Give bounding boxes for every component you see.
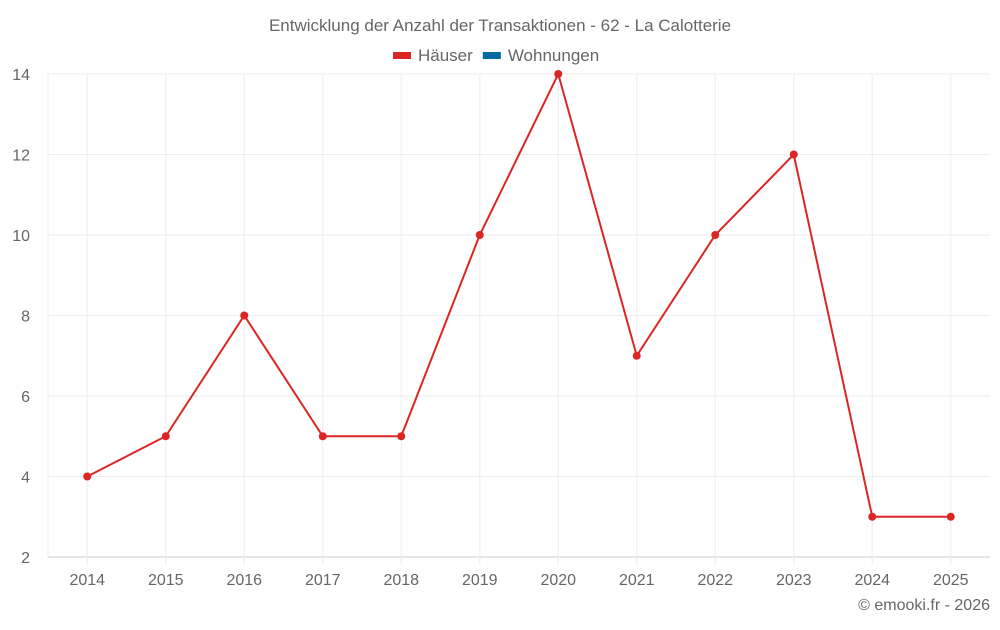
data-point[interactable]	[397, 432, 406, 441]
data-point[interactable]	[240, 311, 249, 320]
x-tick-label: 2023	[776, 572, 812, 589]
data-point[interactable]	[868, 512, 877, 521]
x-tick-label: 2018	[383, 572, 419, 589]
x-tick-label: 2017	[305, 572, 341, 589]
y-tick-label: 14	[12, 67, 30, 84]
series	[83, 70, 955, 521]
x-tick-label: 2021	[619, 572, 655, 589]
credit: © emooki.fr - 2026	[858, 597, 990, 614]
x-tick-label: 2015	[148, 572, 184, 589]
x-tick-label: 2022	[697, 572, 733, 589]
data-point[interactable]	[946, 512, 955, 521]
y-tick-label: 12	[12, 148, 30, 165]
x-tick-label: 2024	[854, 572, 890, 589]
data-point[interactable]	[632, 351, 641, 360]
grid	[47, 73, 990, 565]
chart-title: Entwicklung der Anzahl der Transaktionen…	[269, 16, 731, 35]
x-tick-label: 2020	[540, 572, 576, 589]
y-tick-label: 4	[21, 470, 30, 487]
data-point[interactable]	[475, 231, 484, 239]
y-tick-label: 6	[21, 389, 30, 406]
data-point[interactable]	[554, 70, 563, 78]
series-line-Häuser	[86, 71, 951, 518]
data-point[interactable]	[161, 432, 170, 441]
data-point[interactable]	[83, 472, 92, 481]
x-tick-label: 2019	[462, 572, 498, 589]
y-tick-label: 8	[21, 309, 30, 326]
legend-label: Häuser	[418, 46, 473, 65]
y-axis: 2 4 6 8 10 12 14	[12, 67, 30, 567]
legend-swatch	[482, 52, 501, 59]
x-tick-label: 2014	[69, 572, 105, 589]
data-point[interactable]	[789, 150, 798, 159]
y-tick-label: 10	[12, 228, 30, 245]
x-tick-label: 2025	[933, 572, 969, 589]
x-axis: 2014 2015 2016 2017 2018 2019 2020 2021 2022 2023…	[69, 572, 968, 589]
data-point[interactable]	[711, 231, 720, 239]
y-tick-label: 2	[21, 550, 30, 567]
data-point[interactable]	[318, 432, 327, 441]
legend: Häuser Wohnungen	[393, 46, 599, 65]
legend-label: Wohnungen	[508, 46, 599, 65]
legend-item-Wohnungen[interactable]: Wohnungen	[482, 46, 599, 65]
legend-swatch	[393, 52, 411, 59]
x-tick-label: 2016	[226, 572, 262, 589]
legend-item-Häuser[interactable]: Häuser	[393, 46, 473, 65]
